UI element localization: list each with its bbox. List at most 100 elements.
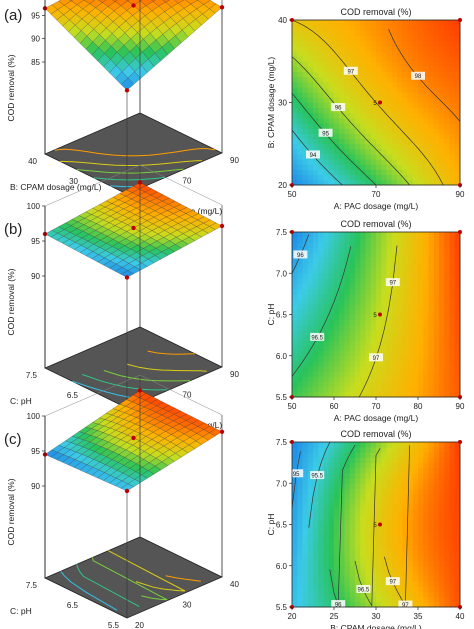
contour-cell [339,381,345,388]
contour-cell [439,174,445,181]
contour-cell [391,570,398,577]
contour-cell [365,309,372,315]
contour-cell [344,293,351,300]
contour-cell [365,92,372,98]
contour-cell [349,20,356,26]
contour-cell [412,232,419,238]
contour-cell [302,40,309,47]
contour-cell [370,128,377,134]
contour-cell [307,143,314,150]
contour-cell [313,386,319,393]
contour-cell [444,478,450,484]
contour-cell [297,340,303,346]
contour-cell [339,283,345,290]
contour-cell [418,154,424,160]
contour-cell [376,545,382,551]
contour-cell [391,519,398,525]
contour-cell [444,128,450,134]
contour-cell [323,586,330,592]
contour-cell [307,345,314,351]
contour-cell [360,50,366,57]
contour-cell [370,278,377,284]
contour-cell [418,350,424,357]
contour-cell [360,581,366,587]
contour-cell [339,117,345,124]
contour-cell [318,478,324,484]
contour-cell [339,174,345,181]
contour-cell [439,159,445,165]
contour-cell [407,20,414,26]
contour-cell [439,237,445,243]
contour-cell [292,503,298,510]
contour-cell [318,442,324,448]
contour-cell [323,112,330,119]
contour-cell [439,35,445,42]
contour-cell [302,268,309,274]
contour-cell [365,366,372,372]
contour-cell [391,360,398,367]
contour-cell [407,591,414,598]
contour-cell [428,288,435,295]
contour-cell [313,232,319,238]
contour-cell [418,257,424,264]
contour-cell [439,576,445,582]
contour-cell [423,391,429,398]
contour-cell [339,164,345,170]
contour-cell [292,288,298,295]
contour-cell [386,560,393,567]
contour-cell [439,596,445,603]
contour-cell [355,257,361,264]
contour-cell [297,314,303,321]
contour-cell [302,71,309,78]
contour-cell [370,519,377,525]
contour-cell [386,493,393,500]
contour-cell [339,550,345,556]
contour-cell [433,232,440,238]
contour-cell [339,252,345,259]
contour-cell [428,591,435,598]
contour-cell [423,472,429,479]
contour-cell [355,545,361,551]
contour-cell [307,596,314,603]
contour-cell [360,376,366,382]
contour-cell [360,61,366,67]
contour-cell [381,154,387,160]
contour-cell [360,350,366,357]
contour-cell [292,488,298,494]
contour-cell [355,539,361,546]
contour-cell [381,447,387,453]
contour-cell [407,66,414,72]
contour-cell [349,40,356,47]
contour-cell [391,169,398,176]
contour-cell [339,570,345,577]
contour-cell [412,112,419,119]
contour-cell [365,462,372,469]
contour-cell [328,442,335,448]
contour-cell [318,503,324,510]
contour-cell [428,61,435,67]
contour-cell [428,478,435,484]
contour-cell [323,299,330,305]
contour-cell [376,133,382,139]
contour-cell [391,591,398,598]
contour-cell [334,565,340,572]
contour-cell [344,324,351,331]
contour-cell [391,97,398,103]
contour-cell [439,381,445,388]
contour-cell [381,596,387,603]
contour-cell [439,92,445,98]
contour-cell [454,76,461,83]
contour-cell [444,169,450,176]
contour-cell [318,138,324,145]
contour-cell [318,576,324,582]
contour-cell [412,371,419,377]
contour-cell [302,457,309,464]
contour-cell [355,40,361,47]
contour-cell [292,247,298,254]
contour-cell [433,550,440,556]
contour-cell [355,452,361,458]
contour-cell [381,442,387,448]
contour-cell [297,92,303,98]
contour-cell [397,472,403,479]
contour-cell [334,252,340,259]
